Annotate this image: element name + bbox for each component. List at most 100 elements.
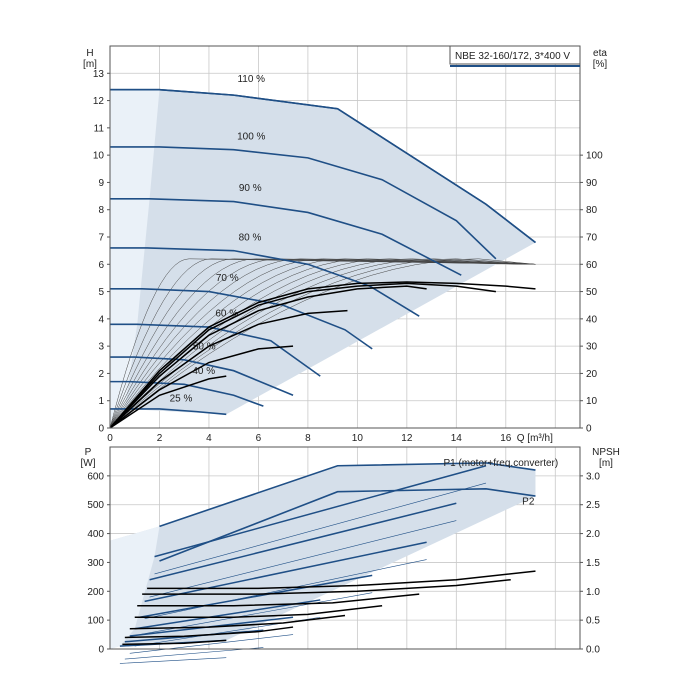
efficiency-curve (109, 281, 536, 429)
speed-label: 80 % (239, 232, 262, 243)
y2-tick-label: 1.0 (586, 587, 600, 598)
npsh-curve (124, 626, 294, 639)
y2-tick-label: 0.5 (586, 616, 600, 627)
speed-label: 110 % (237, 74, 265, 85)
npsh-curve (134, 604, 383, 619)
y2-tick-label: 2.0 (586, 529, 600, 540)
y-tick-label: 10 (93, 151, 105, 162)
p2-label: P2 (522, 497, 535, 508)
y-tick-label: 4 (98, 314, 104, 325)
head-efficiency-panel: 110 %100 %90 %80 %70 %60 %50 %40 %25 %01… (83, 45, 607, 444)
envelope-edge (110, 88, 536, 244)
y-tick-label: 8 (98, 205, 104, 216)
y2-tick-label: 2.5 (586, 500, 600, 511)
y2-tick-label: 1.5 (586, 558, 600, 569)
x-tick-label: 0 (107, 433, 113, 444)
min-flow-zone (110, 526, 160, 649)
power-npsh-panel: P1 (motor+freq.converter) P2 0 100 200 300 400… (81, 446, 620, 664)
y-tick-label: 3 (98, 342, 104, 353)
efficiency-curve (109, 375, 227, 429)
x-tick-label: 2 (157, 433, 163, 444)
p1-label: P1 (motor+freq.converter) (443, 458, 558, 469)
iso-efficiency-line (109, 258, 536, 429)
speed-label: 100 % (237, 131, 265, 142)
iso-efficiency-line (109, 258, 536, 429)
iso-efficiency-line (109, 258, 536, 429)
efficiency-curve (109, 282, 496, 429)
y2-tick-label: 0 (586, 424, 592, 435)
y-tick-label: 11 (94, 123, 105, 134)
speed-label: 90 % (239, 183, 262, 194)
y2-tick-label: 80 (586, 205, 598, 216)
x-tick-label: 8 (305, 433, 311, 444)
p2-power-curve (129, 634, 294, 654)
y-axis-label: H (86, 48, 93, 59)
chart-title-box: NBE 32-160/172, 3*400 V (449, 45, 581, 67)
y2-tick-label: 30 (586, 342, 598, 353)
hq-curves: 110 % 100 % 90 % 80 % 70 % 60 % 50 % 40 % 25 % (110, 74, 536, 416)
x-tick-label: 14 (451, 433, 463, 444)
x-tick-label: 10 (352, 433, 364, 444)
y-tick-label: 2 (98, 369, 104, 380)
speed-label: 25 % (170, 393, 193, 404)
iso-efficiency-line (109, 258, 536, 429)
speed-label: 60 % (215, 309, 238, 320)
y-tick-label: 9 (98, 178, 104, 189)
p2-power-curve (144, 559, 427, 619)
y-axis-label: P (85, 447, 92, 458)
efficiency-curve (109, 345, 294, 429)
speed-label: 40 % (192, 366, 215, 377)
y-tick-label: 6 (98, 260, 104, 271)
y-tick-label: 200 (87, 587, 104, 598)
p2-power-curve (119, 657, 227, 664)
p2-power-curve (149, 520, 457, 598)
y-tick-label: 300 (87, 558, 104, 569)
npsh-curve (137, 593, 420, 607)
npsh-curve (129, 614, 346, 630)
y2-tick-label: 40 (586, 314, 598, 325)
min-flow-zone (110, 89, 160, 429)
y2-axis-label: eta (593, 48, 607, 59)
y-axis-unit: [m] (83, 59, 97, 70)
speed-label: 70 % (216, 273, 239, 284)
x-tick-label: 4 (206, 433, 212, 444)
y-tick-label: 0 (98, 424, 104, 435)
y2-tick-label: 100 (586, 151, 603, 162)
power-curve (139, 574, 373, 618)
power-envelope-edge (159, 462, 536, 528)
y-tick-label: 12 (93, 96, 105, 107)
y2-tick-label: 70 (586, 233, 598, 244)
power-curve (149, 502, 457, 581)
y-tick-label: 5 (98, 287, 104, 298)
hq-curve-80pct (110, 247, 420, 317)
speed-label: 50 % (193, 341, 216, 352)
y2-tick-label: 20 (586, 369, 598, 380)
p2-power-curve (154, 482, 487, 575)
iso-efficiency-line (109, 258, 536, 429)
power-envelope-edge (159, 488, 536, 562)
y-tick-label: 100 (87, 616, 104, 627)
hq-curve-40pct (110, 380, 264, 407)
y-tick-label: 7 (98, 233, 104, 244)
x-tick-label: 16 (500, 433, 512, 444)
npsh-curves (122, 570, 536, 646)
npsh-curve (147, 570, 536, 590)
y2-tick-label: 3.0 (586, 471, 600, 482)
y2-axis-label: NPSH (592, 447, 620, 458)
y-tick-label: 1 (98, 396, 104, 407)
y2-tick-label: 60 (586, 260, 598, 271)
y-tick-label: 400 (87, 529, 104, 540)
x-tick-label: 12 (401, 433, 413, 444)
y-tick-label: 500 (87, 500, 104, 511)
x-tick-label: 6 (256, 433, 262, 444)
efficiency-curves (109, 281, 536, 429)
hq-curve-50pct (110, 356, 294, 396)
y2-tick-label: 50 (586, 287, 598, 298)
hq-curve-100pct (110, 146, 497, 260)
iso-efficiency-line (109, 258, 536, 429)
plot-frame (109, 446, 581, 650)
efficiency-curve (109, 309, 348, 429)
y2-tick-label: 10 (586, 396, 598, 407)
y-axis-unit: [W] (81, 458, 96, 469)
